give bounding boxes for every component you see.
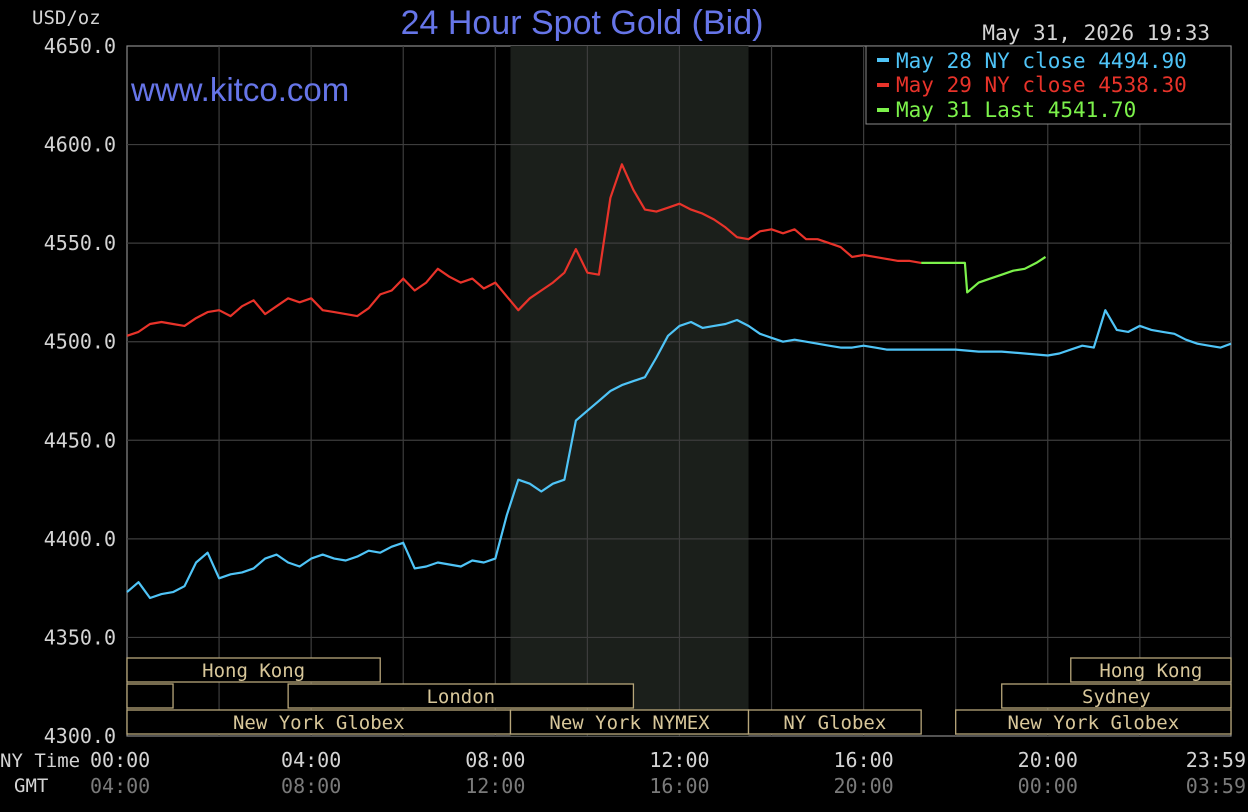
nymex-shaded-region	[510, 46, 749, 736]
y-tick-label: 4350.0	[44, 625, 116, 649]
y-axis-ticks: 4300.0 4350.0 4400.0 4450.0 4500.0 4550.0 4600…	[44, 34, 116, 748]
session-box	[1001, 683, 1232, 709]
x-tick-label-gmt: 03:59	[1186, 774, 1246, 798]
session-box	[747, 709, 922, 735]
session-box	[126, 657, 381, 683]
x-tick-label-gmt: 20:00	[834, 774, 894, 798]
y-tick-label: 4300.0	[44, 724, 116, 748]
y-tick-label: 4650.0	[44, 34, 116, 58]
session-box	[955, 709, 1232, 735]
session-label: New York Globex	[1008, 712, 1180, 734]
session-label: New York NYMEX	[549, 712, 710, 734]
session-box	[126, 683, 174, 709]
y-tick-label: 4500.0	[44, 330, 116, 354]
session-label: London	[426, 686, 495, 708]
session-box	[1070, 657, 1232, 683]
x-tick-label-ny: 00:00	[90, 748, 150, 772]
x-tick-label-ny: 20:00	[1018, 748, 1078, 772]
timestamp: May 31, 2026 19:33	[982, 21, 1210, 45]
session-label: New York Globex	[233, 712, 405, 734]
y-tick-label: 4550.0	[44, 231, 116, 255]
series-line-2	[126, 163, 922, 337]
grid-lines	[127, 46, 1231, 736]
x-tick-label-gmt: 04:00	[90, 774, 150, 798]
x-tick-label-ny: 04:00	[281, 748, 341, 772]
session-label: Sydney	[1082, 686, 1151, 708]
y-tick-label: 4400.0	[44, 527, 116, 551]
x-tick-label-gmt: 00:00	[1018, 774, 1078, 798]
session-box	[509, 709, 750, 735]
x-tick-label-gmt: 16:00	[649, 774, 709, 798]
watermark: www.kitco.com	[130, 71, 349, 108]
session-box	[126, 709, 512, 735]
y-tick-label: 4450.0	[44, 428, 116, 452]
x-tick-label-ny: 08:00	[465, 748, 525, 772]
session-label: Hong Kong	[202, 660, 305, 682]
ny-time-label: NY Time	[0, 750, 80, 772]
session-label: Hong Kong	[1099, 660, 1202, 682]
x-tick-label-gmt: 12:00	[465, 774, 525, 798]
series-line-3	[921, 255, 1047, 294]
legend-entry-1: May 28 NY close 4494.90	[896, 49, 1187, 73]
x-axis-ticks: 00:0004:0004:0008:0008:0012:0012:0016:00…	[90, 748, 1246, 798]
series-line-1	[126, 309, 1232, 600]
x-tick-label-ny: 16:00	[834, 748, 894, 772]
session-label: NY Globex	[783, 712, 886, 734]
legend-box	[865, 45, 1232, 125]
x-tick-label-ny: 23:59	[1186, 748, 1246, 772]
y-tick-label: 4600.0	[44, 133, 116, 157]
legend: May 28 NY close 4494.90 May 29 NY close …	[865, 45, 1232, 125]
unit-label: USD/oz	[32, 7, 101, 29]
series-lines	[126, 163, 1232, 600]
legend-entry-2: May 29 NY close 4538.30	[896, 73, 1187, 97]
x-tick-label-gmt: 08:00	[281, 774, 341, 798]
session-box	[287, 683, 635, 709]
gmt-label: GMT	[14, 775, 48, 797]
legend-entry-3: May 31 Last 4541.70	[896, 98, 1136, 122]
chart-title: 24 Hour Spot Gold (Bid)	[401, 4, 764, 42]
x-tick-label-ny: 12:00	[649, 748, 709, 772]
market-sessions: Hong Kong London New York Globex New York N…	[126, 657, 1232, 735]
